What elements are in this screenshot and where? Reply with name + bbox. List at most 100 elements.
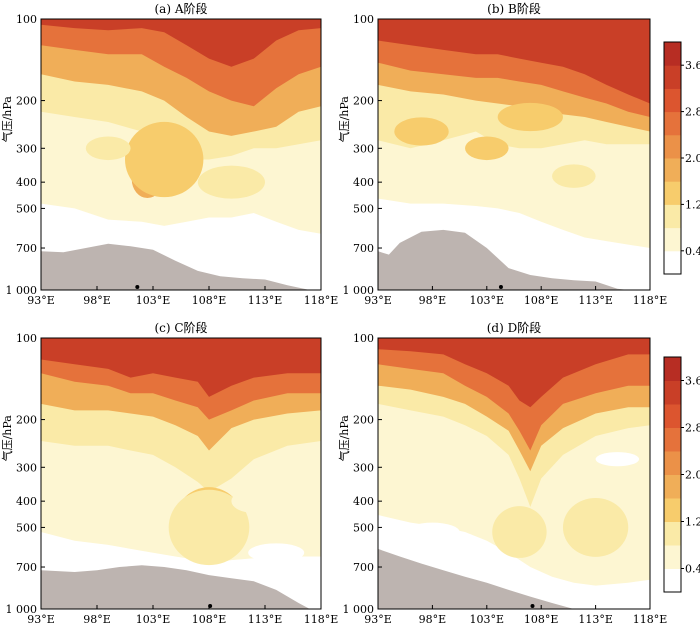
y-tick-label: 200 [353,414,374,427]
x-tick-label: 108°E [192,613,227,626]
colorbar-swatch [664,357,681,381]
y-tick-label: 500 [16,202,37,215]
colorbar-swatch [664,204,681,229]
contour-blob [197,165,265,199]
y-tick-label: 300 [16,142,37,155]
colorbar-swatch [664,474,681,499]
y-tick-label: 400 [16,495,37,508]
y-tick-label: 400 [16,176,37,189]
contour-blob [475,225,563,250]
y-tick-label: 500 [353,521,374,534]
panel-title: (d) D阶段 [487,320,541,335]
y-axis-title: 气压/hPa [0,415,14,462]
x-tick-label: 98°E [419,294,447,307]
colorbar-swatch [664,568,681,593]
colorbar-label: 2.8 [685,106,700,119]
y-axis-title: 气压/hPa [0,96,14,143]
y-tick-label: 200 [353,95,374,108]
contour-blob [405,522,460,542]
panel-plot-area [378,338,650,609]
colorbar-swatch [664,134,681,159]
colorbar-label: 0.4 [685,563,700,576]
contour-blob [158,232,260,257]
x-tick-label: 93°E [364,294,392,307]
panel-plot-area [378,19,650,290]
contour-blob [168,489,250,566]
colorbar-label: 2.0 [685,469,700,482]
contour-band [41,338,321,397]
contour-blob [492,506,547,558]
contour-blob [394,117,449,146]
y-tick-label: 500 [353,202,374,215]
y-tick-label: 700 [353,561,374,574]
x-tick-label: 113°E [578,613,613,626]
colorbar-swatch [664,545,681,569]
colorbar-label: 2.0 [685,152,700,165]
x-tick-label: 103°E [136,294,171,307]
y-tick-label: 100 [353,13,374,26]
y-tick-label: 500 [16,521,37,534]
colorbar-swatch [664,451,681,475]
colorbar-swatch [664,521,681,546]
colorbar-swatch [664,380,681,405]
panel-frame [40,18,322,291]
x-tick-label: 93°E [27,294,55,307]
y-tick-label: 300 [16,461,37,474]
terrain [41,565,321,609]
colorbar-label: 0.4 [685,245,700,258]
x-tick-label: 118°E [304,613,339,626]
terrain [378,548,650,609]
y-tick-label: 200 [16,414,37,427]
contour-blob [231,489,277,513]
y-tick-label: 700 [16,561,37,574]
y-axis-title: 气压/hPa [337,96,351,143]
contour-blob [552,164,596,188]
colorbar-label: 3.6 [685,59,700,72]
colorbar-swatch [664,250,681,275]
colorbar-swatch [664,65,681,89]
x-tick-label: 98°E [83,613,111,626]
location-marker [498,285,503,289]
colorbar-swatch [664,227,681,252]
contour-band [378,19,650,104]
y-tick-label: 700 [353,242,374,255]
x-tick-label: 103°E [470,613,505,626]
y-tick-label: 400 [353,176,374,189]
contour-band [41,19,321,67]
colorbar-label: 2.8 [685,422,700,435]
colorbar-swatch [664,158,681,182]
panel-frame [377,337,651,610]
colorbar-swatch [664,427,681,452]
contour-blob [125,121,204,198]
colorbar-label: 1.2 [685,516,700,529]
contour-blob [41,220,92,240]
y-axis-title: 气压/hPa [337,415,351,462]
x-tick-label: 113°E [248,613,283,626]
location-marker [208,604,213,608]
location-marker [135,285,140,289]
panel-frame [377,18,651,291]
contour-blob [85,136,131,161]
x-tick-label: 108°E [524,294,559,307]
x-tick-label: 118°E [633,613,668,626]
panel-plot-area [41,19,321,290]
contour-blob [248,543,305,563]
x-tick-label: 118°E [633,294,668,307]
y-tick-label: 1 000 [6,603,38,616]
y-tick-label: 1 000 [6,284,38,297]
y-tick-label: 300 [353,142,374,155]
y-tick-label: 1 000 [343,284,375,297]
x-tick-label: 98°E [83,294,111,307]
colorbar-label: 1.2 [685,198,700,211]
location-marker [530,604,535,608]
panel-title: (b) B阶段 [487,1,541,16]
contour-blob [595,452,640,467]
contour-blob [465,136,509,161]
y-tick-label: 100 [16,13,37,26]
colorbar-swatch [664,88,681,113]
y-tick-label: 400 [353,495,374,508]
x-tick-label: 113°E [248,294,283,307]
colorbar-swatch [664,404,681,428]
contour-blob [399,212,466,232]
